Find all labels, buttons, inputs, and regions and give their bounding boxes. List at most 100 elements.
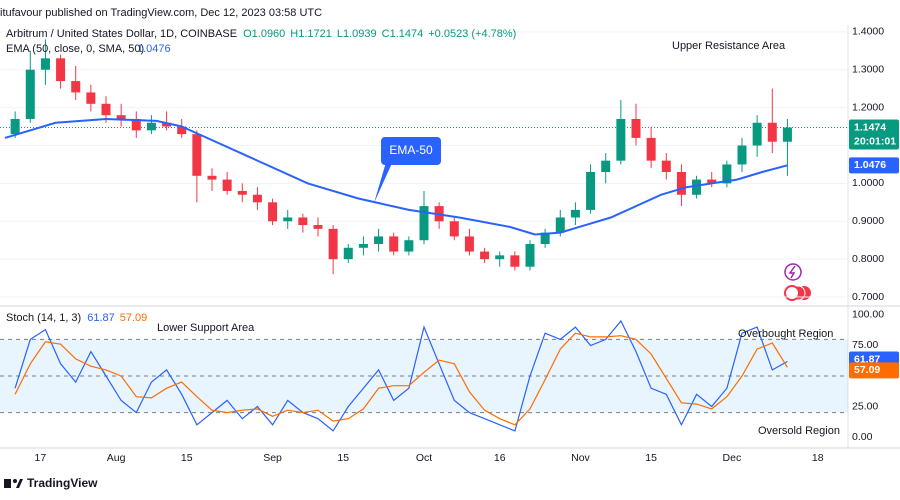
candle-body	[601, 160, 611, 173]
candle-body	[586, 172, 596, 210]
y-tick-label: 0.00	[852, 431, 873, 443]
callout-box	[381, 137, 441, 165]
candle-body	[252, 194, 262, 203]
candle-body	[177, 126, 187, 135]
ema-price-tag: 1.0476	[854, 159, 886, 171]
legend-value: 57.09	[120, 312, 148, 324]
legend-ema-name: EMA (50, close, 0, SMA, 50)	[6, 43, 144, 55]
candle-body	[40, 58, 50, 70]
annotation: Overbought Region	[738, 328, 833, 340]
candle-body	[10, 118, 20, 135]
last-price-tag: 1.1474	[854, 121, 886, 133]
candle-body	[525, 243, 535, 267]
candle-body	[707, 179, 717, 184]
ema-line	[4, 117, 788, 236]
x-tick-label: 18	[812, 452, 824, 464]
ema-price-tag-bg	[849, 157, 899, 174]
candle-body	[495, 255, 505, 260]
published-by: itufavour published on TradingView.com, …	[0, 7, 322, 19]
x-tick-label: Aug	[107, 452, 126, 464]
y-tick-label: 100.00	[852, 309, 884, 321]
candle-body	[767, 122, 777, 142]
legend-ohlc: L1.0939	[337, 28, 377, 40]
legend-value: 61.87	[87, 312, 115, 324]
stoch-line	[14, 332, 788, 426]
candle-body	[131, 118, 141, 131]
d-tag-bg	[849, 362, 899, 379]
legend-ohlc: H1.1721	[290, 28, 332, 40]
d-tag: 57.09	[854, 364, 880, 376]
candle-body	[25, 69, 35, 119]
legend-ohlc: C1.1474	[382, 28, 424, 40]
candle-body	[616, 118, 626, 161]
x-tick-label: 17	[35, 452, 47, 464]
tv-logo	[4, 479, 23, 488]
x-tick-label: Sep	[263, 452, 282, 464]
candle-body	[782, 127, 792, 142]
candle-body	[313, 225, 323, 229]
x-tick-label: 16	[494, 452, 506, 464]
y-tick-label: 1.2000	[852, 101, 884, 113]
candle-body	[555, 217, 565, 233]
candle-body	[283, 217, 293, 222]
legend-ohlc: O1.0960	[243, 28, 285, 40]
annotation: Oversold Region	[758, 425, 840, 437]
footer-brand: TradingView	[27, 476, 98, 490]
candle-body	[722, 164, 732, 184]
annotation: Upper Resistance Area	[672, 40, 786, 52]
candle-body	[646, 137, 656, 161]
candle-body	[237, 190, 247, 195]
candle-body	[676, 172, 686, 195]
x-tick-label: Nov	[571, 452, 590, 464]
candle-body	[737, 145, 747, 165]
candle-body	[328, 228, 338, 260]
y-tick-label: 1.0000	[852, 177, 884, 189]
candle-body	[222, 179, 232, 191]
y-tick-label: 0.8000	[852, 253, 884, 265]
candle-body	[570, 209, 580, 218]
candle-body	[101, 103, 111, 116]
purple-icon	[784, 263, 802, 281]
candle-body	[298, 217, 308, 226]
last-price-tag-countdown: 20:01:01	[854, 135, 896, 147]
candle-body	[71, 81, 81, 93]
candle-body	[116, 115, 126, 119]
flag-icon	[784, 285, 811, 301]
candle-body	[146, 122, 156, 131]
y-tick-label: 1.3000	[852, 63, 884, 75]
y-tick-label: 0.9000	[852, 215, 884, 227]
candle-body	[419, 206, 429, 241]
candle-body	[692, 179, 702, 195]
candle-body	[358, 243, 368, 248]
candle-body	[464, 236, 474, 252]
candle-body	[389, 236, 399, 252]
candle-body	[343, 247, 353, 260]
x-tick-label: 15	[645, 452, 657, 464]
y-tick-label: 25.00	[852, 400, 878, 412]
y-tick-label: 75.00	[852, 339, 878, 351]
k-tag: 61.87	[854, 353, 880, 365]
candle-body	[631, 118, 641, 138]
candle-body	[56, 58, 66, 82]
candle-body	[540, 232, 550, 244]
candle-body	[510, 255, 520, 267]
legend-ohlc: +0.0523 (+4.78%)	[428, 28, 516, 40]
candle-body	[86, 92, 96, 104]
candle-body	[374, 236, 384, 244]
last-price-tag-bg	[849, 119, 899, 150]
legend-ema-value: 1.0476	[137, 43, 171, 55]
candle-body	[404, 240, 414, 252]
annotation: Lower Support Area	[157, 322, 255, 334]
y-tick-label: 1.4000	[852, 26, 884, 38]
candle-body	[480, 251, 490, 260]
candle-body	[661, 160, 671, 173]
candle-body	[752, 122, 762, 146]
x-tick-label: Dec	[723, 452, 742, 464]
annotation: EMA-50	[389, 143, 433, 157]
candle-body	[192, 134, 202, 176]
candle-body	[449, 221, 459, 237]
candle-body	[162, 122, 172, 127]
x-tick-label: 15	[181, 452, 193, 464]
